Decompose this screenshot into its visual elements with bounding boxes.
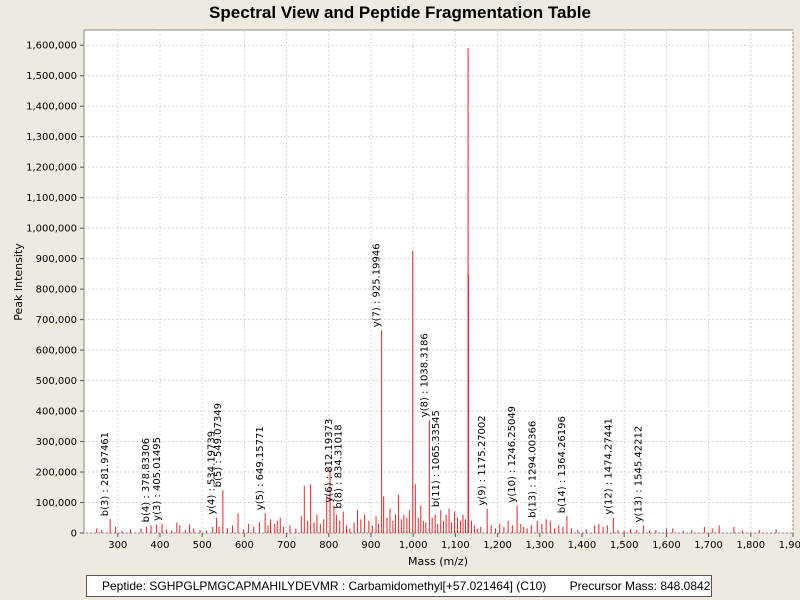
x-tick-label: 300 [108,540,127,551]
peak-annotation: b(8) : 834.31018 [333,424,344,508]
x-tick-label: 1,000 [399,540,428,551]
peak-annotation: b(5) : 549.07349 [213,403,224,487]
peak-annotation: y(8) : 1038.3186 [419,333,430,417]
peak-annotation: y(3) : 405.01495 [152,437,163,521]
y-tick-label: 1,000,000 [26,224,77,235]
peak-annotation: b(3) : 281.97461 [100,432,111,516]
spectrum-chart[interactable]: 0 100,000 200,000 300,000 400,000 500,000 600,… [0,0,800,575]
peak-annotation: b(4) : 378.83306 [141,438,152,522]
peak-annotation: y(13) : 1545.42212 [633,426,644,523]
chart-title: Spectral View and Peptide Fragmentation … [209,3,591,22]
y-tick-label: 1,300,000 [26,132,77,143]
x-tick-label: 1,200 [483,540,512,551]
peptide-sequence: Peptide: SGHPGLPMGCAPMAHILYDEVMR : Carba… [102,579,547,593]
y-tick-label: 1,100,000 [26,193,77,204]
precursor-mass: Precursor Mass: 848.0842 [569,579,711,593]
y-tick-label: 0 [71,529,77,540]
peaks [96,48,777,533]
plot-area[interactable] [83,29,794,534]
y-tick-label: 300,000 [36,437,77,448]
x-tick-label: 1,500 [610,540,639,551]
x-tick-label: 700 [277,540,296,551]
x-tick-label: 1,100 [441,540,470,551]
y-axis-label: Peak Intensity [12,243,25,321]
x-axis: 300 400 500 600 700 800 900 1,000 1,100 1,200 1,30… [108,533,800,551]
peak-annotation: y(9) : 1175.27002 [477,415,488,505]
x-tick-label: 1,400 [568,540,597,551]
x-tick-label: 800 [319,540,338,551]
y-tick-label: 900,000 [36,254,77,265]
x-tick-label: 600 [235,540,254,551]
y-tick-label: 100,000 [36,498,77,509]
peak-annotation: y(7) : 925.19946 [372,243,383,327]
x-tick-label: 500 [193,540,212,551]
x-tick-label: 1,800 [736,540,765,551]
y-tick-label: 500,000 [36,376,77,387]
y-axis: 0 100,000 200,000 300,000 400,000 500,000 600,… [26,41,84,540]
y-tick-label: 1,400,000 [26,102,77,113]
peak-annotation: b(13) : 1294.00366 [527,421,538,518]
peak-annotation: y(10) : 1246.25049 [507,406,518,503]
y-tick-label: 1,500,000 [26,71,77,82]
peak-annotation: y(4) : 534.19739 [207,431,218,515]
x-tick-label: 1,300 [525,540,554,551]
y-tick-label: 400,000 [36,407,77,418]
peak-annotation: b(14) : 1364.26196 [557,416,568,513]
peak-annotation: y(5) : 649.15771 [255,426,266,510]
x-tick-label: 1,600 [652,540,681,551]
y-tick-label: 700,000 [36,315,77,326]
y-tick-label: 1,200,000 [26,163,77,174]
peptide-info-box: Peptide: SGHPGLPMGCAPMAHILYDEVMR : Carba… [86,575,712,597]
x-tick-label: 1,700 [694,540,723,551]
x-tick-label: 400 [150,540,169,551]
x-axis-label: Mass (m/z) [408,555,468,568]
x-tick-label: 900 [361,540,380,551]
x-tick-label: 1,900 [779,540,800,551]
y-tick-label: 600,000 [36,346,77,357]
y-tick-label: 1,600,000 [26,41,77,52]
peak-annotation: y(6) : 812.19373 [324,419,335,503]
y-tick-label: 800,000 [36,285,77,296]
y-tick-label: 200,000 [36,468,77,479]
peak-annotation: y(12) : 1474.27441 [603,418,614,515]
peak-annotations: b(3) : 281.97461 b(4) : 378.83306 y(3) : 4… [100,243,644,522]
peak-annotation: b(11) : 1065.33545 [431,410,442,507]
